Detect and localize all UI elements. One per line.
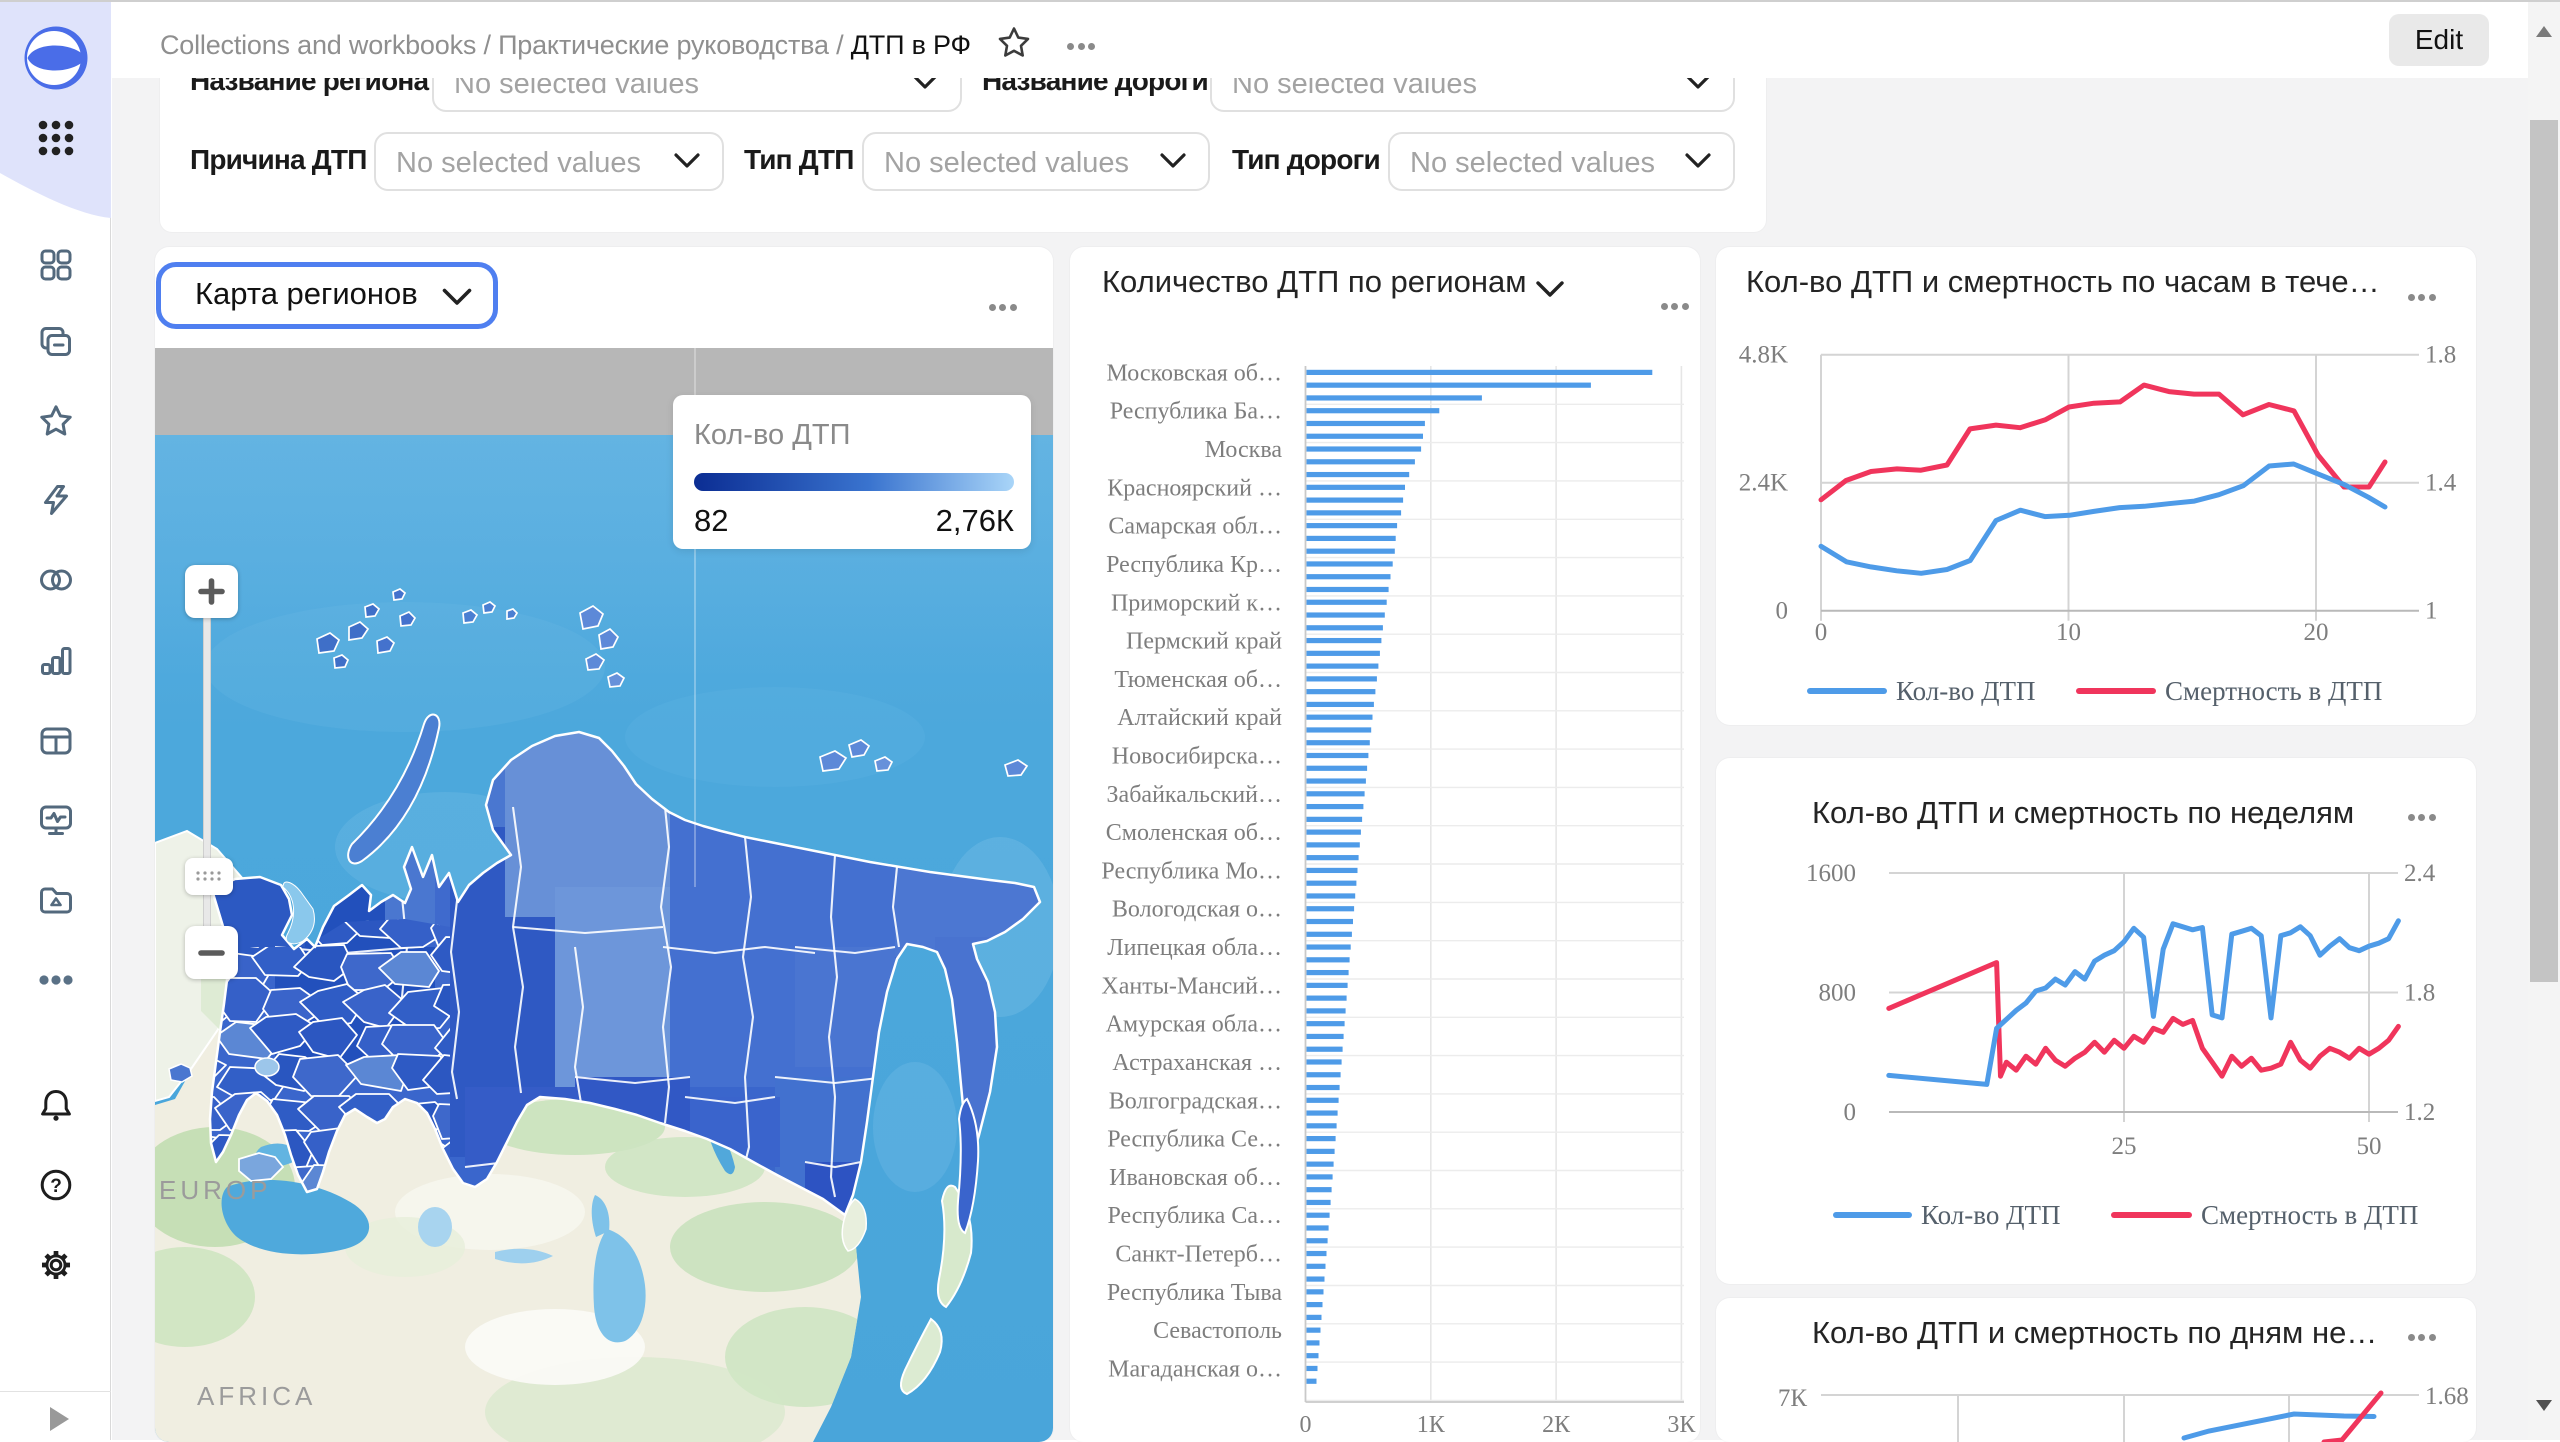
svg-text:0: 0 [1776, 598, 1789, 625]
svg-text:Московская об…: Московская об… [1107, 360, 1282, 386]
svg-text:Новосибирска…: Новосибирска… [1112, 744, 1282, 770]
svg-text:1600: 1600 [1806, 860, 1856, 887]
svg-text:1.4: 1.4 [2425, 470, 2457, 497]
svg-text:Амурская обла…: Амурская обла… [1106, 1012, 1282, 1038]
svg-text:800: 800 [1819, 980, 1857, 1007]
svg-text:10: 10 [2056, 619, 2081, 646]
svg-text:3К: 3К [1667, 1412, 1696, 1438]
svg-text:0: 0 [1844, 1099, 1857, 1126]
svg-text:1.68: 1.68 [2425, 1383, 2469, 1410]
svg-text:Смоленская об…: Смоленская об… [1106, 820, 1282, 846]
svg-text:25: 25 [2112, 1133, 2137, 1160]
svg-text:Республика Кр…: Республика Кр… [1106, 552, 1282, 578]
svg-text:Забайкальский…: Забайкальский… [1107, 782, 1282, 808]
svg-text:2.4: 2.4 [2404, 860, 2436, 887]
svg-text:0: 0 [1300, 1412, 1312, 1438]
svg-text:Севастополь: Севастополь [1153, 1318, 1282, 1344]
svg-text:Смертность в ДТП: Смертность в ДТП [2165, 676, 2382, 706]
svg-text:Алтайский край: Алтайский край [1117, 705, 1282, 731]
svg-text:Тюменская об…: Тюменская об… [1114, 667, 1282, 693]
svg-text:Липецкая обла…: Липецкая обла… [1107, 935, 1282, 961]
svg-text:1: 1 [2425, 598, 2438, 625]
svg-text:Магаданская о…: Магаданская о… [1108, 1357, 1282, 1383]
svg-text:Смертность в ДТП: Смертность в ДТП [2201, 1200, 2418, 1230]
svg-text:Волгоградская…: Волгоградская… [1109, 1088, 1282, 1114]
svg-text:Москва: Москва [1205, 437, 1283, 463]
svg-text:Приморский к…: Приморский к… [1111, 590, 1282, 616]
svg-text:Кол-во ДТП: Кол-во ДТП [1921, 1200, 2061, 1230]
svg-text:AFRICA: AFRICA [197, 1381, 316, 1411]
svg-text:50: 50 [2357, 1133, 2382, 1160]
svg-text:0: 0 [1815, 619, 1828, 646]
svg-text:Красноярский …: Красноярский … [1107, 475, 1282, 501]
svg-text:Ивановская об…: Ивановская об… [1109, 1165, 1282, 1191]
svg-text:Вологодская о…: Вологодская о… [1112, 897, 1282, 923]
svg-text:2К: 2К [1542, 1412, 1571, 1438]
svg-text:Республика Тыва: Республика Тыва [1107, 1280, 1282, 1306]
svg-text:Республика Мо…: Республика Мо… [1101, 858, 1282, 884]
svg-text:1.8: 1.8 [2425, 342, 2456, 369]
svg-text:Санкт-Петерб…: Санкт-Петерб… [1115, 1242, 1282, 1268]
svg-text:1К: 1К [1417, 1412, 1446, 1438]
svg-text:4.8K: 4.8K [1739, 342, 1788, 369]
svg-text:Кол-во ДТП: Кол-во ДТП [1896, 676, 2036, 706]
svg-text:Республика Са…: Республика Са… [1107, 1203, 1282, 1229]
svg-text:Астраханская …: Астраханская … [1112, 1050, 1282, 1076]
svg-text:1.2: 1.2 [2404, 1099, 2435, 1126]
svg-text:Республика Ба…: Республика Ба… [1110, 399, 1282, 425]
svg-text:Самарская обл…: Самарская обл… [1108, 514, 1282, 540]
svg-text:2.4K: 2.4K [1739, 470, 1788, 497]
svg-text:?: ? [50, 1176, 62, 1197]
svg-text:Ханты-Мансий…: Ханты-Мансий… [1101, 973, 1282, 999]
svg-text:1.8: 1.8 [2404, 980, 2435, 1007]
svg-text:7К: 7К [1778, 1385, 1808, 1412]
svg-text:EUROP: EUROP [159, 1175, 271, 1205]
svg-text:Пермский край: Пермский край [1126, 629, 1282, 655]
svg-text:20: 20 [2304, 619, 2329, 646]
svg-text:Республика Се…: Республика Се… [1107, 1127, 1282, 1153]
